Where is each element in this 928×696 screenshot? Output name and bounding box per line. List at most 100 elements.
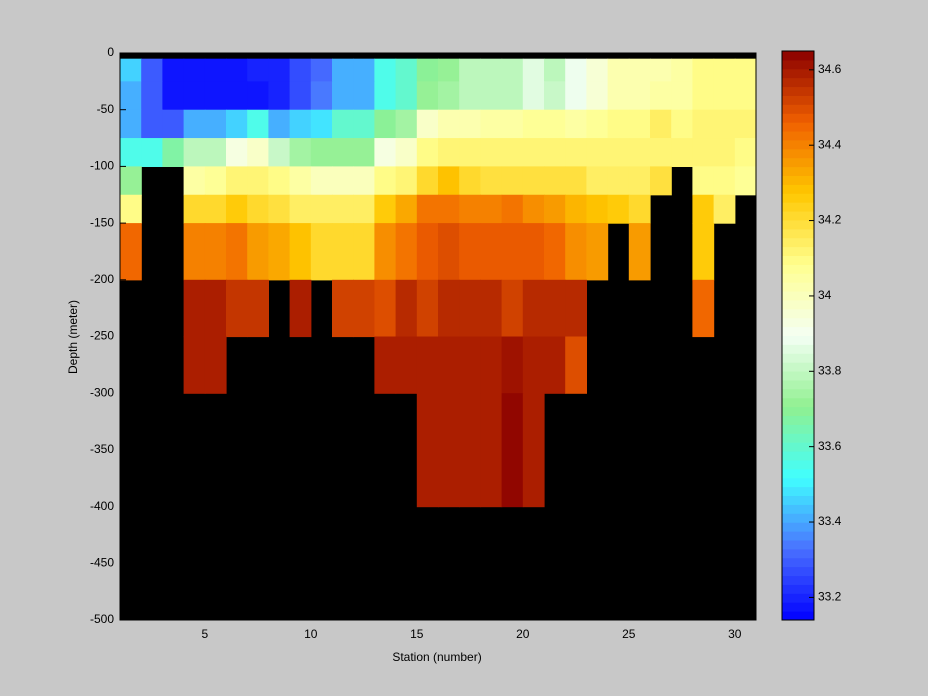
colorbar-band (782, 415, 814, 425)
colorbar-band (782, 362, 814, 372)
heatmap-cell (395, 81, 418, 111)
heatmap-cell (501, 58, 524, 82)
heatmap-cell (459, 336, 481, 394)
heatmap-cell (586, 166, 609, 196)
heatmap-cell (459, 223, 481, 281)
colorbar-band (782, 406, 814, 417)
heatmap-cell (416, 81, 439, 111)
heatmap-cell (332, 138, 354, 167)
heatmap-cell (438, 58, 460, 82)
heatmap-cell (183, 336, 206, 394)
heatmap-cell (713, 81, 736, 111)
heatmap-cell (501, 223, 524, 281)
heatmap-cell (374, 223, 397, 281)
colorbar-band (782, 575, 814, 585)
heatmap-cell (586, 109, 609, 139)
heatmap-cell (628, 166, 651, 196)
heatmap-cell (438, 336, 460, 394)
colorbar-band (782, 513, 814, 523)
heatmap-cell (628, 223, 651, 281)
heatmap-cell (204, 223, 227, 281)
heatmap-cell (395, 194, 418, 224)
colorbar-band (782, 388, 814, 399)
heatmap-cell (353, 223, 375, 281)
heatmap-cell (734, 58, 757, 82)
colorbar-band (782, 193, 814, 203)
heatmap-cell (650, 58, 672, 82)
colorbar-band (782, 68, 814, 79)
colorbar-frame (781, 50, 815, 621)
colorbar-tick-label: 33.6 (818, 439, 842, 453)
heatmap-cell (183, 223, 206, 281)
colorbar-band (782, 557, 814, 568)
heatmap-cell (459, 194, 481, 224)
heatmap-cell (544, 194, 566, 224)
heatmap-cell (459, 393, 481, 508)
heatmap-cell (310, 58, 333, 82)
heatmap-cell (247, 109, 269, 139)
heatmap-cell (353, 58, 375, 82)
heatmap-cell (120, 109, 142, 139)
heatmap-cell (480, 81, 503, 111)
heatmap-cell (332, 109, 354, 139)
heatmap-cell (438, 279, 460, 338)
y-tick-label: -200 (90, 272, 114, 286)
heatmap-cell (459, 58, 481, 82)
heatmap-cell (416, 58, 439, 82)
heatmap-cell (692, 223, 715, 281)
colorbar-band (782, 282, 814, 292)
heatmap-cell (628, 81, 651, 111)
heatmap-cell (289, 194, 312, 224)
heatmap-cell (438, 393, 460, 508)
heatmap-cell (289, 109, 312, 139)
heatmap-cell (607, 109, 630, 139)
colorbar-band (782, 104, 814, 114)
y-tick-label: -50 (97, 102, 115, 116)
colorbar-tick-label: 34 (818, 288, 832, 302)
heatmap-cell (480, 166, 503, 196)
heatmap-cell (734, 166, 757, 196)
heatmap-cell (586, 81, 609, 111)
heatmap-cell (183, 109, 206, 139)
heatmap-cell (692, 138, 715, 167)
x-tick-label: 15 (410, 627, 424, 641)
heatmap-cell (734, 109, 757, 139)
heatmap-cell (650, 138, 672, 167)
colorbar-band (782, 122, 814, 132)
heatmap-cell (247, 138, 269, 167)
heatmap-cell (247, 223, 269, 281)
heatmap-cell (120, 58, 142, 82)
heatmap-cell (692, 58, 715, 82)
heatmap-cell (289, 138, 312, 167)
heatmap-cell (438, 223, 460, 281)
heatmap-cell (459, 166, 481, 196)
colorbar-tick-label: 33.8 (818, 363, 842, 377)
y-tick-label: 0 (107, 45, 114, 59)
colorbar-band (782, 335, 814, 345)
colorbar-band (782, 593, 814, 603)
heatmap-cell (374, 58, 397, 82)
heatmap-cell (459, 109, 481, 139)
colorbar-band (782, 584, 814, 594)
heatmap-cell (332, 58, 354, 82)
y-tick-label: -300 (90, 385, 114, 399)
colorbar-band (782, 344, 814, 354)
heatmap-cell (692, 166, 715, 196)
colorbar-band (782, 486, 814, 497)
heatmap-cell (713, 58, 736, 82)
heatmap-cell (522, 279, 545, 338)
heatmap-cell (480, 279, 503, 338)
colorbar-band (782, 477, 814, 488)
heatmap-cell (650, 109, 672, 139)
colorbar-band (782, 531, 814, 541)
heatmap-cell (459, 81, 481, 111)
heatmap-cell (204, 109, 227, 139)
heatmap-cell (395, 223, 418, 281)
heatmap-cell (204, 138, 227, 167)
heatmap-cell (501, 393, 524, 508)
heatmap-cell (522, 81, 545, 111)
x-tick-label: 25 (622, 627, 636, 641)
heatmap-cell (332, 223, 354, 281)
heatmap-cell (183, 58, 206, 82)
heatmap-cell (501, 81, 524, 111)
